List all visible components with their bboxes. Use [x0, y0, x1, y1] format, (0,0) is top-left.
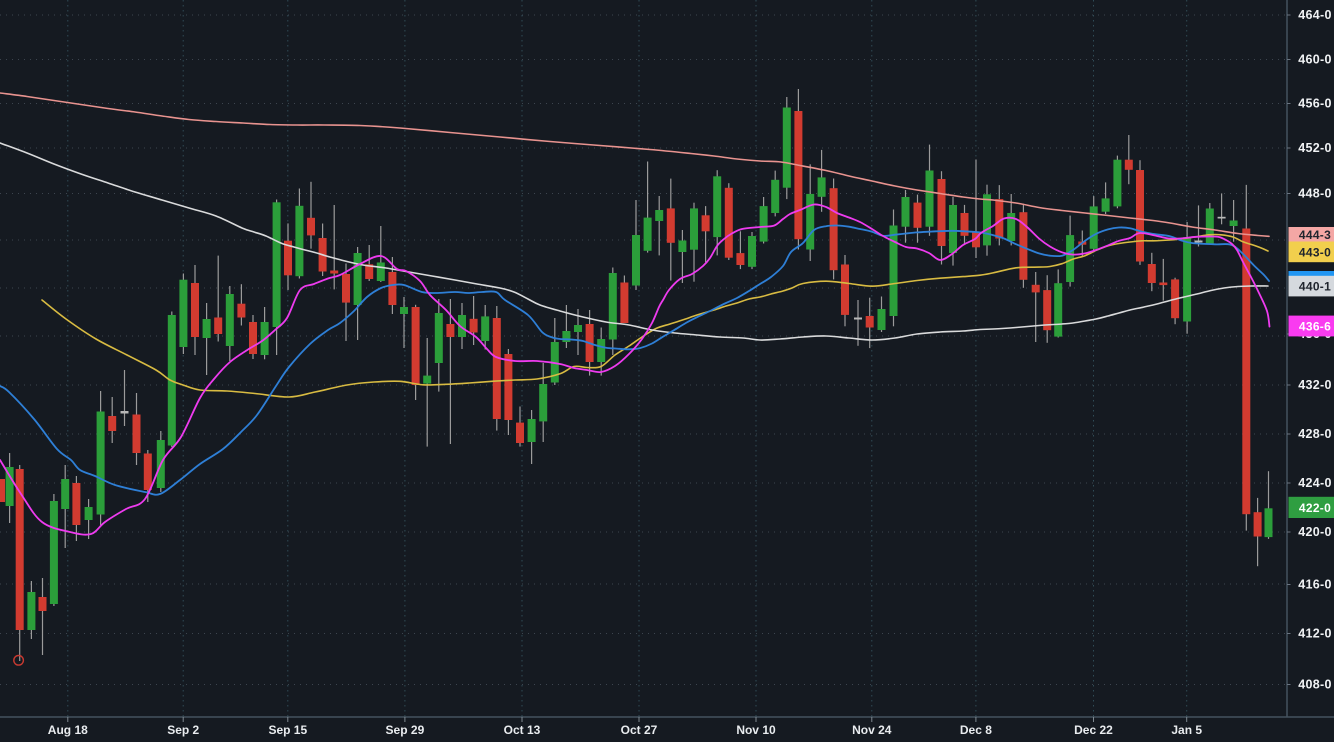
- svg-text:408-0: 408-0: [1298, 678, 1331, 692]
- svg-text:452-0: 452-0: [1298, 141, 1331, 155]
- svg-text:420-0: 420-0: [1298, 525, 1331, 539]
- svg-text:Dec 22: Dec 22: [1074, 723, 1113, 737]
- svg-text:412-0: 412-0: [1298, 627, 1331, 641]
- svg-text:424-0: 424-0: [1298, 476, 1331, 490]
- svg-text:Sep 29: Sep 29: [386, 723, 425, 737]
- svg-text:Aug 18: Aug 18: [48, 723, 88, 737]
- svg-text:Dec 8: Dec 8: [960, 723, 992, 737]
- svg-text:464-0: 464-0: [1298, 8, 1331, 22]
- svg-text:432-0: 432-0: [1298, 378, 1331, 392]
- svg-text:Nov 24: Nov 24: [852, 723, 892, 737]
- svg-text:444-3: 444-3: [1299, 228, 1331, 242]
- svg-text:Oct 13: Oct 13: [504, 723, 541, 737]
- svg-text:440-1: 440-1: [1299, 280, 1331, 294]
- svg-text:443-0: 443-0: [1299, 245, 1331, 259]
- svg-text:428-0: 428-0: [1298, 427, 1331, 441]
- svg-text:436-6: 436-6: [1299, 320, 1331, 334]
- svg-text:456-0: 456-0: [1298, 97, 1331, 111]
- svg-text:Jan 5: Jan 5: [1171, 723, 1202, 737]
- svg-text:460-0: 460-0: [1298, 53, 1331, 67]
- svg-text:448-0: 448-0: [1298, 187, 1331, 201]
- svg-text:Oct 27: Oct 27: [621, 723, 658, 737]
- svg-text:422-0: 422-0: [1299, 501, 1331, 515]
- svg-text:416-0: 416-0: [1298, 578, 1331, 592]
- svg-text:Nov 10: Nov 10: [736, 723, 776, 737]
- svg-text:Sep 15: Sep 15: [268, 723, 307, 737]
- svg-text:Sep 2: Sep 2: [167, 723, 199, 737]
